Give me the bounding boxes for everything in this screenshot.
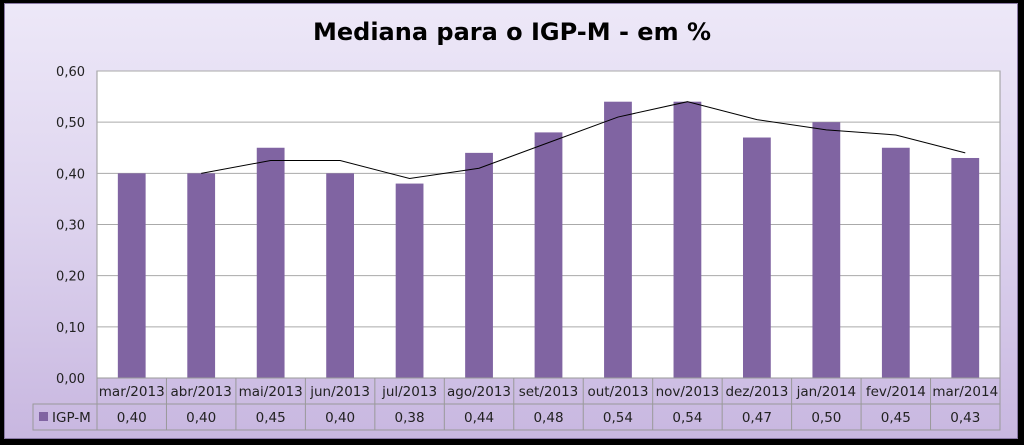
- bar: [465, 152, 493, 378]
- y-tick-label: 0,40: [56, 167, 85, 182]
- bar: [256, 147, 285, 378]
- data-label: 0,45: [881, 410, 911, 426]
- data-label: 0,43: [950, 410, 980, 426]
- category-label: jul/2013: [381, 384, 437, 400]
- bar: [395, 183, 424, 378]
- trendline: [201, 101, 966, 179]
- y-tick-label: 0,20: [56, 270, 85, 285]
- bar: [742, 137, 771, 378]
- category-label: mai/2013: [239, 384, 303, 400]
- legend-key: [39, 412, 48, 421]
- category-label: jun/2013: [309, 384, 370, 400]
- category-label: dez/2013: [725, 384, 788, 400]
- chart-title: Mediana para o IGP-M - em %: [312, 18, 711, 46]
- data-label: 0,50: [811, 410, 841, 426]
- data-label: 0,40: [325, 410, 355, 426]
- category-label: abr/2013: [171, 384, 232, 400]
- data-table-row: [32, 403, 1001, 431]
- bar: [534, 132, 563, 378]
- data-label: 0,45: [256, 410, 286, 426]
- bar: [881, 147, 910, 378]
- y-tick-label: 0,60: [56, 65, 85, 80]
- bar: [673, 101, 702, 378]
- category-label: fev/2014: [866, 384, 926, 400]
- category-label: out/2013: [587, 384, 648, 400]
- data-label: 0,54: [672, 410, 702, 426]
- data-label: 0,40: [186, 410, 216, 426]
- bar: [187, 173, 216, 378]
- category-label: set/2013: [519, 384, 579, 400]
- bar: [604, 101, 632, 378]
- category-label: mar/2013: [99, 384, 165, 400]
- y-tick-label: 0,10: [56, 321, 85, 336]
- bar: [117, 173, 146, 378]
- data-label: 0,38: [395, 410, 425, 426]
- bar: [951, 157, 980, 378]
- data-label: 0,40: [117, 410, 147, 426]
- data-label: 0,48: [533, 410, 563, 426]
- data-label: 0,54: [603, 410, 633, 426]
- bar: [812, 122, 841, 379]
- legend-label: IGP-M: [52, 410, 91, 426]
- category-label: mar/2014: [932, 384, 998, 400]
- data-label: 0,47: [742, 410, 772, 426]
- category-label: ago/2013: [447, 384, 511, 400]
- y-tick-label: 0,00: [56, 372, 85, 387]
- bar: [326, 173, 355, 378]
- data-label: 0,44: [464, 410, 494, 426]
- y-tick-label: 0,30: [56, 219, 85, 234]
- category-label: jan/2014: [796, 384, 856, 400]
- y-tick-label: 0,50: [56, 116, 85, 131]
- category-label: nov/2013: [656, 384, 720, 400]
